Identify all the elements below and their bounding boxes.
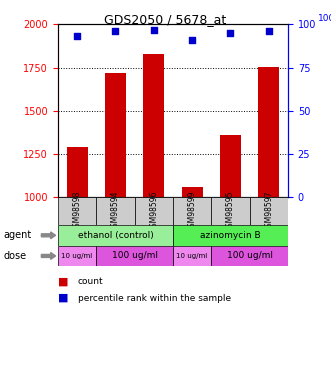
- Bar: [105, 73, 126, 197]
- Text: GSM98597: GSM98597: [264, 190, 273, 232]
- Text: percentile rank within the sample: percentile rank within the sample: [78, 294, 231, 303]
- Bar: [173, 246, 211, 266]
- Text: GSM98596: GSM98596: [149, 190, 158, 232]
- Bar: [67, 147, 88, 197]
- Text: 100%: 100%: [318, 13, 331, 22]
- Bar: [258, 68, 279, 197]
- Text: GDS2050 / 5678_at: GDS2050 / 5678_at: [104, 13, 227, 26]
- Bar: [182, 186, 203, 197]
- Text: 100 ug/ml: 100 ug/ml: [227, 251, 273, 260]
- Text: agent: agent: [3, 230, 31, 240]
- Point: [151, 27, 157, 33]
- Point: [113, 28, 118, 34]
- Text: dose: dose: [3, 251, 26, 261]
- Text: 10 ug/ml: 10 ug/ml: [62, 253, 93, 259]
- Text: azinomycin B: azinomycin B: [200, 231, 261, 240]
- Bar: [135, 197, 173, 225]
- Point: [189, 37, 195, 43]
- Point: [266, 28, 271, 34]
- Text: ■: ■: [58, 276, 69, 286]
- Bar: [58, 246, 96, 266]
- Text: GSM98595: GSM98595: [226, 190, 235, 232]
- Text: ethanol (control): ethanol (control): [77, 231, 153, 240]
- Point: [74, 33, 80, 39]
- Point: [228, 30, 233, 36]
- Bar: [211, 246, 288, 266]
- Bar: [211, 197, 250, 225]
- Text: 100 ug/ml: 100 ug/ml: [112, 251, 158, 260]
- Text: GSM98594: GSM98594: [111, 190, 120, 232]
- Bar: [143, 54, 164, 197]
- Bar: [96, 197, 135, 225]
- Text: GSM98598: GSM98598: [72, 190, 82, 232]
- Bar: [96, 246, 173, 266]
- Bar: [173, 197, 211, 225]
- Bar: [58, 197, 96, 225]
- Text: ■: ■: [58, 293, 69, 303]
- Bar: [250, 197, 288, 225]
- Text: 10 ug/ml: 10 ug/ml: [176, 253, 208, 259]
- Bar: [173, 225, 288, 246]
- Text: GSM98599: GSM98599: [188, 190, 197, 232]
- Bar: [220, 135, 241, 197]
- Text: count: count: [78, 277, 103, 286]
- Bar: [58, 225, 173, 246]
